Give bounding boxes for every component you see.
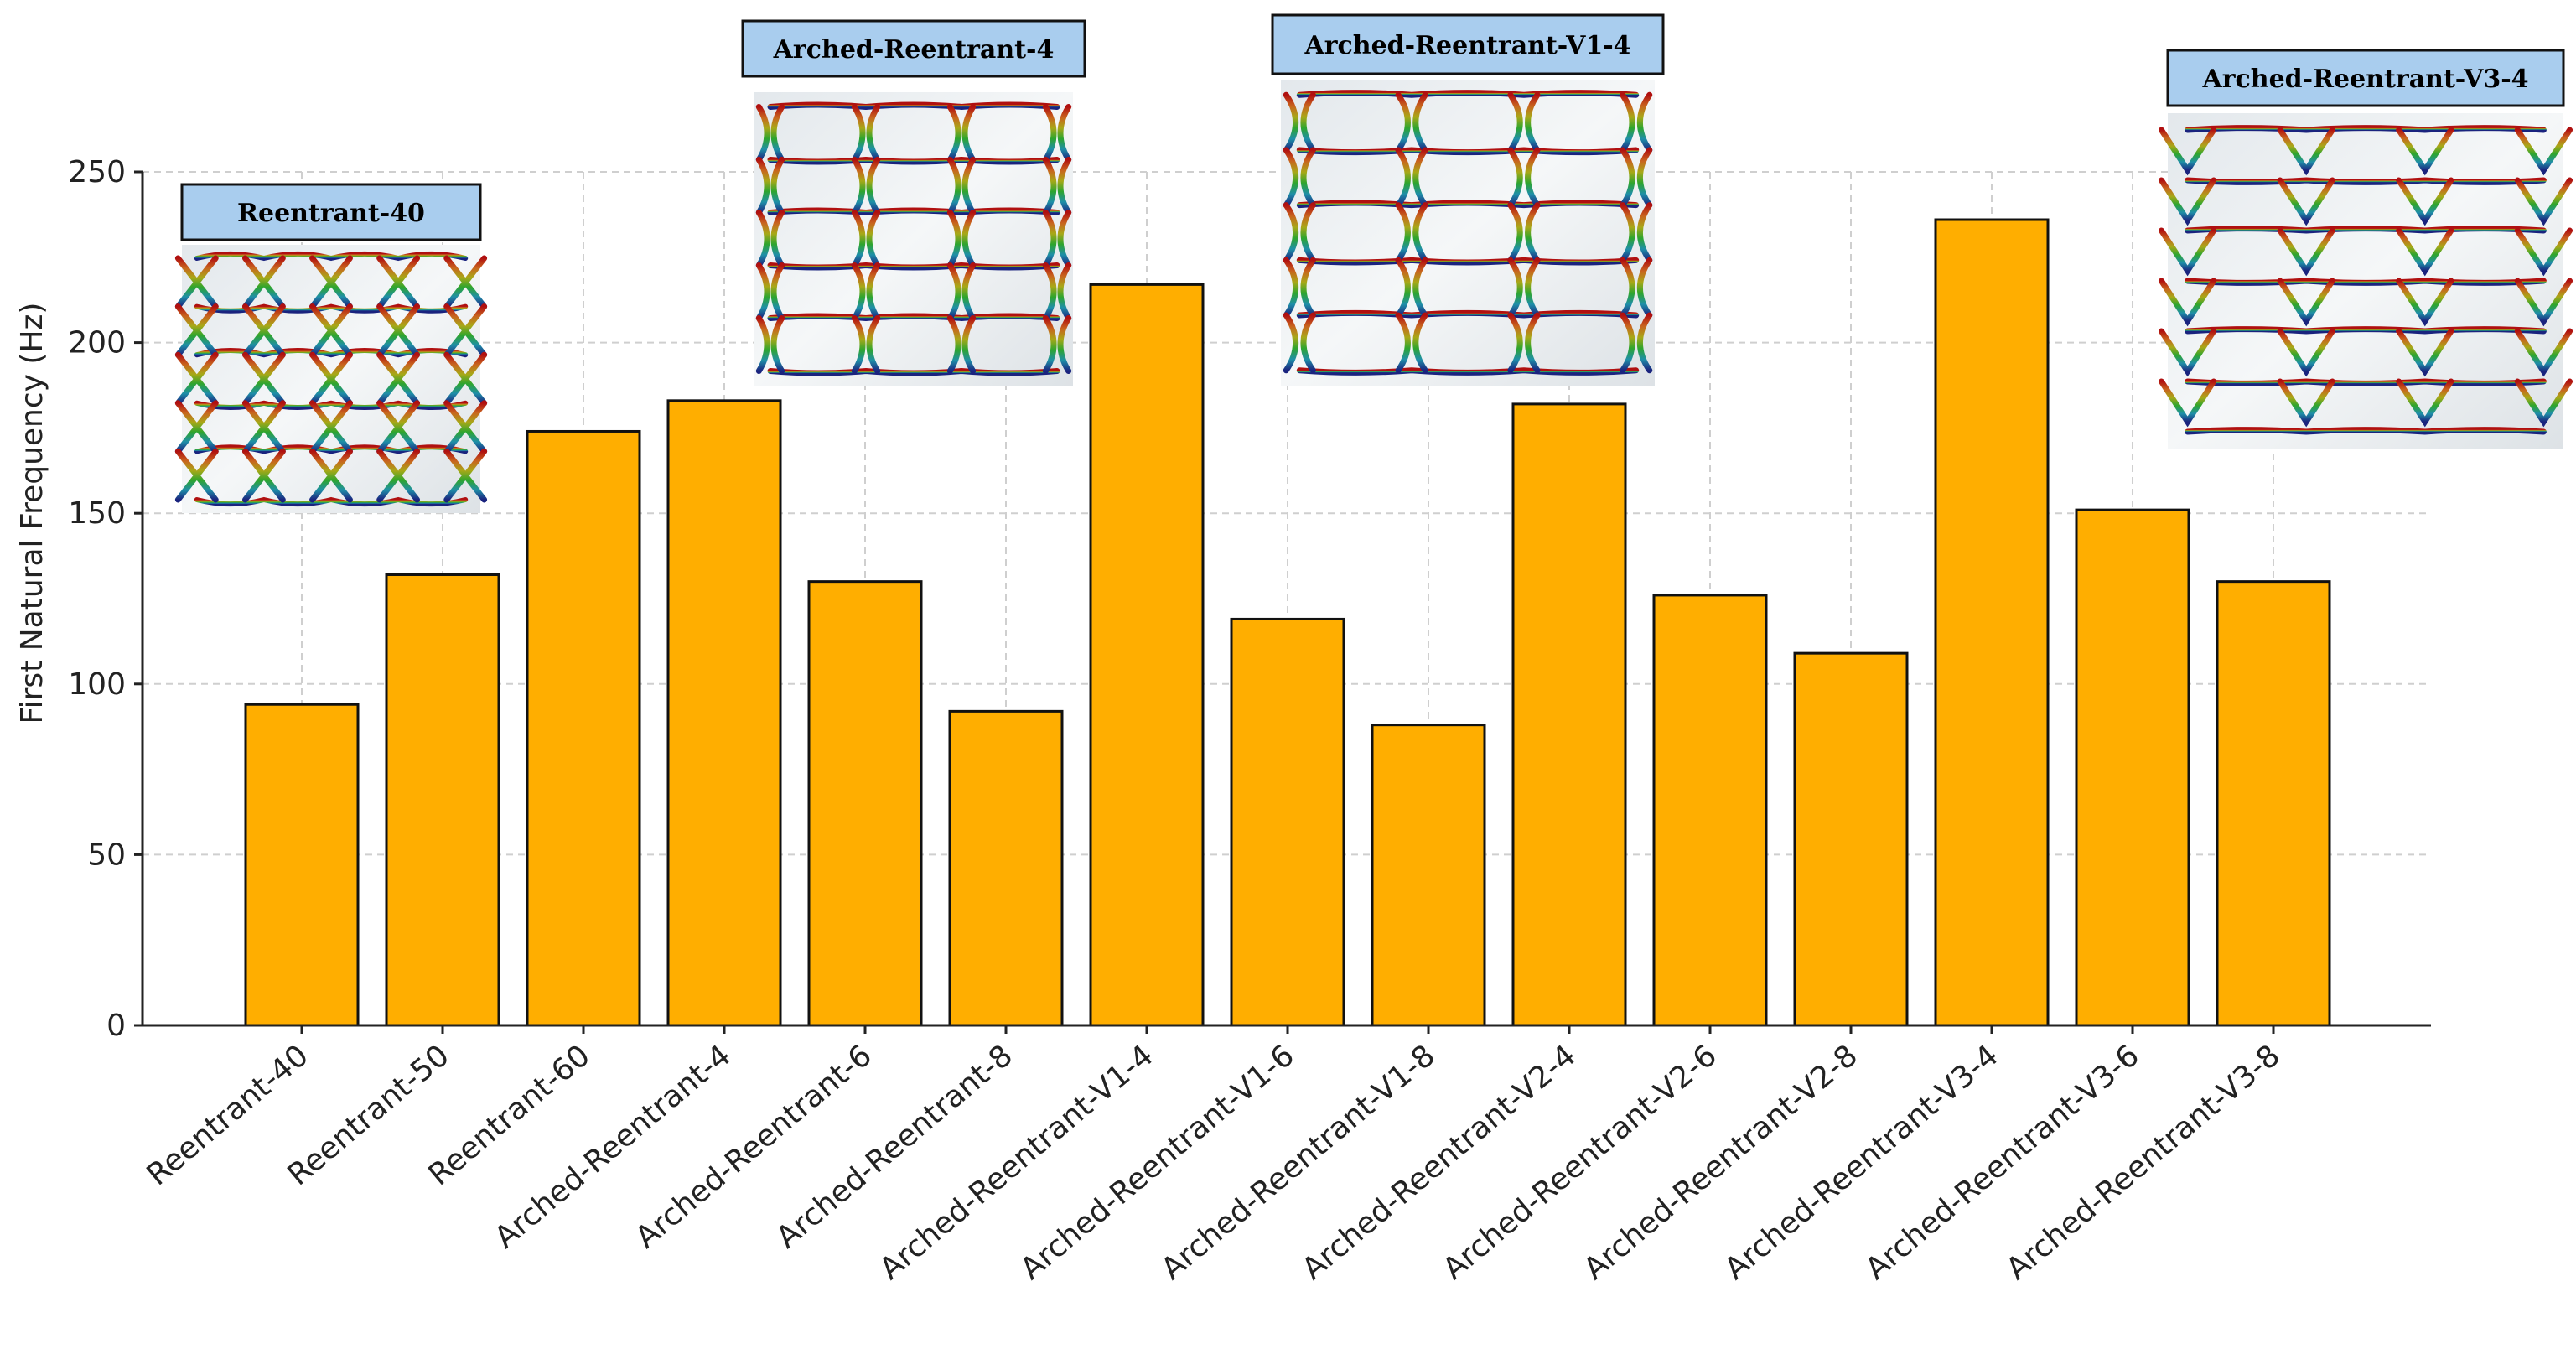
inset-image-background xyxy=(754,92,1073,386)
inset-image-background xyxy=(1281,80,1655,386)
bar xyxy=(1089,283,1205,1027)
inset-label-box xyxy=(741,19,1086,78)
inset-label: Arched-Reentrant-4 xyxy=(773,35,1055,65)
bar xyxy=(2216,580,2331,1027)
inset-label-box xyxy=(180,183,482,241)
y-tick-labels: 0 50 100 150 200 250 xyxy=(68,155,143,1043)
y-tick-label: 200 xyxy=(68,326,126,361)
inset-label-box xyxy=(1271,13,1665,75)
x-tick-label: Arched-Reentrant-V1-6 xyxy=(1014,1038,1301,1286)
x-tick-label: Arched-Reentrant-V2-4 xyxy=(1296,1038,1583,1286)
lattice-structure-image xyxy=(174,251,488,507)
bar xyxy=(2075,508,2190,1027)
x-tick-label: Arched-Reentrant-V1-8 xyxy=(1155,1038,1442,1286)
inset-figure: Arched-Reentrant-4 xyxy=(741,19,1086,386)
inset-figure: Reentrant-40 xyxy=(174,183,488,513)
bar xyxy=(385,573,500,1027)
x-tick-label: Arched-Reentrant-V2-8 xyxy=(1578,1038,1864,1286)
x-tick-label: Arched-Reentrant-4 xyxy=(489,1038,738,1255)
bars xyxy=(244,218,2331,1027)
x-tick-label: Arched-Reentrant-V3-4 xyxy=(1718,1038,2005,1286)
y-axis-title: First Natural Frequency (Hz) xyxy=(15,303,49,724)
inset-label: Reentrant-40 xyxy=(237,199,425,228)
bar xyxy=(526,429,641,1027)
x-tick-label: Arched-Reentrant-V1-4 xyxy=(873,1038,1160,1286)
x-tick-label: Arched-Reentrant-6 xyxy=(630,1038,879,1255)
bar xyxy=(244,703,360,1027)
bar xyxy=(807,580,923,1027)
lattice-structure-image xyxy=(2158,125,2573,435)
bar xyxy=(1230,617,1345,1027)
inset-label-box xyxy=(2166,49,2565,107)
y-tick-label: 50 xyxy=(87,838,126,872)
y-tick-label: 250 xyxy=(68,155,126,189)
x-tick-label: Arched-Reentrant-V2-6 xyxy=(1437,1038,1723,1286)
bar xyxy=(1371,724,1486,1027)
inset-images: Reentrant-40 Arched-Reentrant-4 Arched-Ree… xyxy=(174,13,2573,513)
x-tick-label: Arched-Reentrant-V3-6 xyxy=(1859,1038,2146,1286)
x-tick-label: Arched-Reentrant-V3-8 xyxy=(2000,1038,2287,1286)
inset-figure: Arched-Reentrant-V1-4 xyxy=(1271,13,1665,386)
bar xyxy=(948,709,1064,1027)
bar xyxy=(1793,651,1909,1027)
inset-label: Arched-Reentrant-V1-4 xyxy=(1304,31,1630,60)
y-tick-label: 150 xyxy=(68,496,126,531)
lattice-structure-image xyxy=(755,101,1072,376)
bar xyxy=(1652,594,1768,1027)
bar xyxy=(666,399,782,1027)
x-tick-label: Arched-Reentrant-8 xyxy=(770,1038,1019,1255)
inset-figure: Arched-Reentrant-V3-4 xyxy=(2158,49,2573,449)
x-tick-labels: Reentrant-40Reentrant-50Reentrant-60Arch… xyxy=(141,1025,2287,1287)
bar xyxy=(1934,218,2050,1027)
inset-label: Arched-Reentrant-V3-4 xyxy=(2201,65,2528,94)
y-tick-label: 100 xyxy=(68,667,126,702)
y-tick-label: 0 xyxy=(106,1009,126,1043)
bar xyxy=(1511,402,1627,1027)
lattice-structure-image xyxy=(1283,90,1653,376)
